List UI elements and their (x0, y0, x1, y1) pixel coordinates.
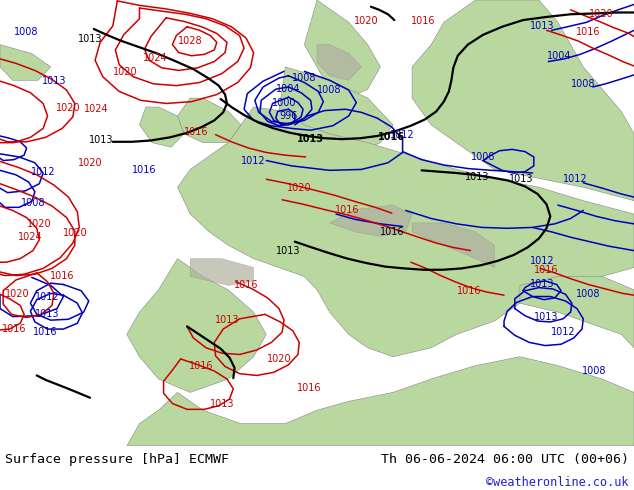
Polygon shape (304, 0, 380, 98)
Text: 1016: 1016 (457, 286, 481, 296)
Polygon shape (190, 259, 254, 285)
Text: 1016: 1016 (378, 132, 405, 142)
Text: 1020: 1020 (287, 183, 311, 193)
Polygon shape (0, 45, 51, 80)
Polygon shape (317, 45, 361, 80)
Text: 1020: 1020 (78, 158, 102, 168)
Text: 1016: 1016 (50, 270, 74, 281)
Text: 1012: 1012 (242, 156, 266, 167)
Text: 1016: 1016 (576, 27, 600, 37)
Text: 1016: 1016 (234, 280, 258, 291)
Text: 1012: 1012 (551, 327, 575, 337)
Polygon shape (139, 107, 184, 147)
Text: 1013: 1013 (89, 135, 113, 146)
Text: 1012: 1012 (530, 256, 554, 266)
Text: 1028: 1028 (178, 36, 202, 46)
Text: 1016: 1016 (184, 126, 209, 137)
Text: 1016: 1016 (411, 16, 436, 26)
Text: 1020: 1020 (6, 289, 30, 299)
Text: Th 06-06-2024 06:00 UTC (00+06): Th 06-06-2024 06:00 UTC (00+06) (381, 453, 629, 466)
Text: 1016: 1016 (34, 327, 58, 337)
Text: 1013: 1013 (534, 312, 559, 321)
Text: 1024: 1024 (84, 104, 108, 114)
Polygon shape (520, 276, 634, 348)
Text: 1004: 1004 (547, 51, 571, 61)
Polygon shape (178, 107, 634, 357)
Text: 1008: 1008 (471, 152, 495, 162)
Polygon shape (279, 67, 393, 156)
Polygon shape (178, 98, 241, 143)
Text: 1013: 1013 (530, 21, 554, 31)
Text: 1020: 1020 (56, 103, 81, 113)
Text: 1012: 1012 (31, 167, 55, 177)
Text: 1013: 1013 (215, 315, 239, 325)
Text: 1013: 1013 (509, 174, 533, 184)
Text: 1016: 1016 (380, 227, 404, 237)
Text: 1016: 1016 (297, 383, 321, 393)
Text: 1016: 1016 (335, 205, 359, 216)
Text: 1013: 1013 (78, 34, 102, 44)
Text: Surface pressure [hPa] ECMWF: Surface pressure [hPa] ECMWF (5, 453, 229, 466)
Text: 1008: 1008 (576, 289, 600, 299)
Text: ©weatheronline.co.uk: ©weatheronline.co.uk (486, 476, 629, 489)
Text: 996: 996 (280, 111, 297, 121)
Text: 1016: 1016 (534, 265, 559, 275)
Text: 1008: 1008 (292, 73, 316, 83)
Polygon shape (412, 0, 634, 201)
Text: 1013: 1013 (465, 172, 489, 182)
Text: 1020: 1020 (27, 219, 51, 229)
Text: 1016: 1016 (2, 324, 26, 334)
Text: 1013: 1013 (42, 76, 66, 86)
Text: 1016: 1016 (133, 165, 157, 175)
Text: 1000: 1000 (272, 98, 296, 108)
Text: 1008: 1008 (583, 366, 607, 376)
Polygon shape (127, 259, 266, 392)
Text: 1013: 1013 (210, 398, 234, 409)
Text: 1020: 1020 (113, 67, 138, 77)
Text: 1024: 1024 (18, 232, 42, 242)
Text: 1012: 1012 (564, 174, 588, 184)
Text: 1004: 1004 (276, 84, 301, 94)
Polygon shape (330, 205, 412, 236)
Text: 1016: 1016 (190, 361, 214, 370)
Text: 1013: 1013 (276, 245, 301, 256)
Text: 1020: 1020 (267, 354, 291, 364)
Polygon shape (412, 223, 495, 268)
Text: 1008: 1008 (15, 27, 39, 37)
Text: 1008: 1008 (318, 85, 342, 95)
Text: 1008: 1008 (21, 198, 45, 208)
Text: 1012: 1012 (391, 130, 415, 140)
Text: 1020: 1020 (589, 9, 613, 19)
Text: 1008: 1008 (571, 79, 595, 89)
Text: 1020: 1020 (63, 228, 87, 238)
Text: 1013: 1013 (530, 279, 554, 290)
Text: 1024: 1024 (143, 53, 167, 63)
Text: 1013: 1013 (36, 309, 60, 319)
Text: 1012: 1012 (36, 292, 60, 301)
Polygon shape (127, 357, 634, 446)
Text: 1020: 1020 (354, 16, 378, 26)
Text: 1013: 1013 (297, 134, 324, 144)
